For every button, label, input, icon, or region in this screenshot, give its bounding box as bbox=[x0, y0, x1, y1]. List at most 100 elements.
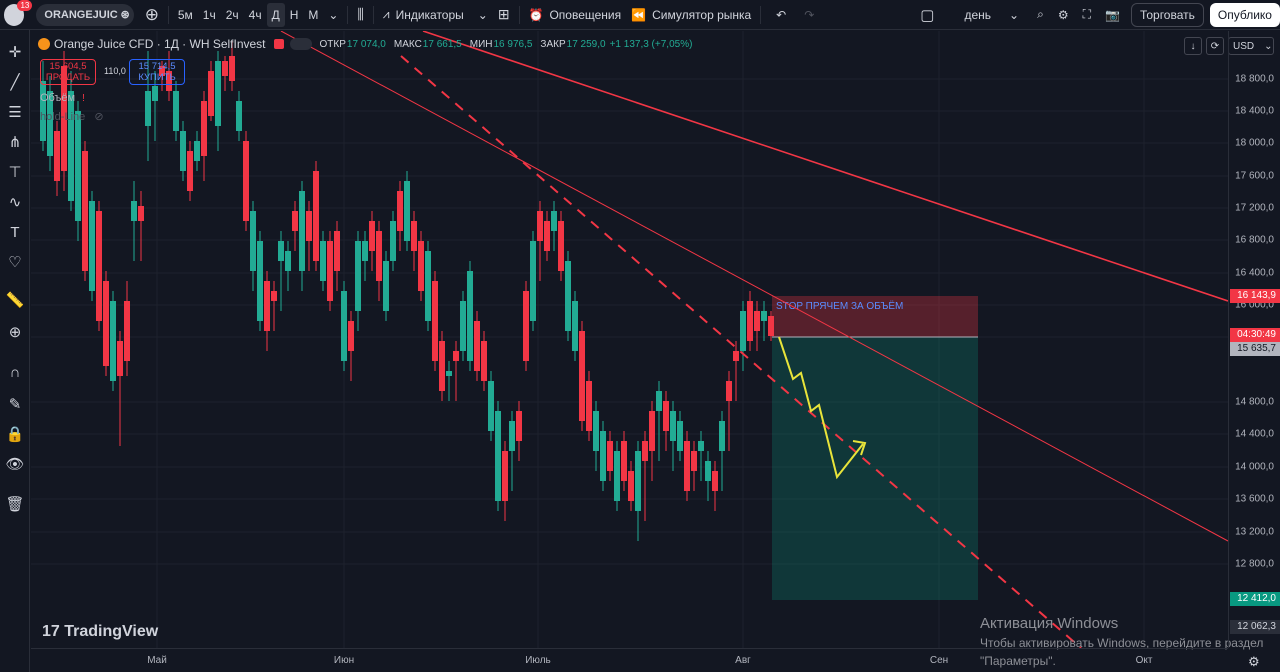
candle-body bbox=[544, 221, 550, 251]
alerts-label: Оповещения bbox=[549, 7, 622, 22]
fullscreen-icon[interactable]: ⛶ bbox=[1082, 7, 1091, 21]
candle-body bbox=[712, 471, 718, 491]
candle-body bbox=[642, 441, 648, 461]
candle-body bbox=[313, 171, 319, 261]
price-axis[interactable]: 18 800,0 18 400,0 18 000,0 17 600,0 17 200,0… bbox=[1228, 31, 1280, 648]
chevron-down-icon: ⌄ bbox=[477, 7, 488, 22]
candle-body bbox=[138, 206, 144, 221]
legend-title[interactable]: Orange Juice CFD · 1Д · WH SelfInvest bbox=[54, 37, 266, 51]
camera-icon[interactable]: 📷 bbox=[1105, 7, 1120, 22]
tf-day[interactable]: Д bbox=[266, 2, 285, 27]
time-tick: Май bbox=[147, 655, 167, 666]
eye-icon[interactable]: 👁 bbox=[5, 456, 25, 473]
price-chart[interactable]: STOP ПРЯЧЕМ ЗА ОБЪЁМ bbox=[31, 31, 1228, 648]
candle-body bbox=[306, 211, 312, 241]
eye-off-icon[interactable]: ⊘ bbox=[94, 111, 104, 123]
stop-zone bbox=[772, 296, 978, 337]
publish-button[interactable]: Опублико bbox=[1209, 2, 1280, 27]
crosshair-price-badge: 12 062,3 bbox=[1230, 620, 1280, 634]
annotation-text[interactable]: STOP ПРЯЧЕМ ЗА ОБЪЁМ bbox=[776, 300, 903, 312]
indicators-button[interactable]: ⩘ Индикаторы ⌄ bbox=[378, 3, 493, 27]
layouts-grid-icon[interactable]: ⊞ bbox=[497, 6, 510, 22]
candle-body bbox=[551, 211, 557, 231]
redo-icon[interactable]: ↷ bbox=[804, 7, 815, 22]
time-tick: Авг bbox=[735, 655, 751, 666]
trash-icon[interactable]: 🗑 bbox=[5, 496, 25, 513]
symbol-options-icon[interactable]: ⊛ bbox=[120, 9, 130, 21]
tf-2h[interactable]: 2ч bbox=[225, 7, 239, 22]
tf-5m[interactable]: 5м bbox=[177, 7, 193, 22]
refresh-icon[interactable]: ⟳ bbox=[1206, 37, 1224, 55]
trade-button[interactable]: Торговать bbox=[1130, 2, 1204, 27]
settings-gear-icon[interactable]: ⚙ bbox=[1248, 654, 1260, 669]
candle-body bbox=[509, 421, 515, 451]
chart-type-icon[interactable]: ⫼ bbox=[357, 6, 364, 22]
candle-body bbox=[628, 471, 634, 501]
pencil-lock-icon[interactable]: ✎ bbox=[8, 396, 22, 413]
time-axis[interactable]: Май Июн Июль Авг Сен Окт bbox=[31, 648, 1228, 672]
short-position-tool: STOP ПРЯЧЕМ ЗА ОБЪЁМ bbox=[772, 296, 978, 600]
tf-week[interactable]: Н bbox=[289, 7, 299, 22]
candle-body bbox=[201, 101, 207, 156]
crosshair-icon[interactable]: ✛ bbox=[8, 44, 22, 61]
target-zone bbox=[772, 337, 978, 600]
layout-square-icon[interactable]: ▢ bbox=[920, 6, 935, 24]
heart-icon[interactable]: ♡ bbox=[8, 254, 22, 271]
volume-indicator-label[interactable]: Объём ! bbox=[40, 92, 85, 104]
candle-body bbox=[705, 461, 711, 481]
watermark-line1: Активация Windows bbox=[980, 615, 1119, 632]
tf-1h[interactable]: 1ч bbox=[202, 7, 216, 22]
candle-body bbox=[334, 231, 340, 271]
timeframe-dropdown-icon[interactable]: ⌄ bbox=[328, 7, 339, 22]
candle-body bbox=[355, 241, 361, 311]
price-tick: 12 800,0 bbox=[1235, 558, 1274, 570]
zoom-in-icon[interactable]: ⊕ bbox=[8, 324, 22, 341]
candle-body bbox=[670, 411, 676, 441]
tf-4h[interactable]: 4ч bbox=[248, 7, 262, 22]
add-symbol-icon[interactable]: ⊕ bbox=[144, 4, 159, 24]
current-price-badge: 15 635,7 bbox=[1230, 342, 1280, 356]
alarm-icon: ⏰ bbox=[528, 7, 544, 22]
time-tick: Окт bbox=[1135, 655, 1153, 666]
layout-name[interactable]: день ⌄ bbox=[959, 3, 1024, 27]
candle-body bbox=[124, 301, 130, 361]
buy-button[interactable]: 15 714,5 КУПИТЬ bbox=[129, 59, 185, 85]
pitchfork-icon[interactable]: ⋔ bbox=[8, 134, 22, 151]
hidden-indicator-name: hold-Line bbox=[40, 111, 86, 123]
alerts-button[interactable]: ⏰ Оповещения bbox=[524, 3, 627, 27]
lock-icon[interactable]: 🔒 bbox=[5, 426, 25, 443]
hidden-indicator-label[interactable]: hold-Line ⊘ bbox=[40, 110, 104, 123]
text-icon[interactable]: T bbox=[10, 223, 20, 241]
fib-icon[interactable]: ⊤ bbox=[8, 164, 22, 181]
candle-body bbox=[348, 321, 354, 351]
replay-label: Симулятор рынка bbox=[652, 7, 752, 22]
candle-body bbox=[537, 211, 543, 241]
undo-icon[interactable]: ↶ bbox=[776, 7, 787, 22]
chart-legend: Orange Juice CFD · 1Д · WH SelfInvest ОТ… bbox=[38, 37, 692, 51]
ruler-icon[interactable]: 📏 bbox=[5, 292, 25, 309]
trend-lines bbox=[280, 31, 1228, 648]
candle-body bbox=[558, 221, 564, 271]
tv-logo-mark-icon: 17 bbox=[42, 623, 60, 640]
price-tick: 13 200,0 bbox=[1235, 526, 1274, 538]
arrow-down-icon[interactable]: ↓ bbox=[1184, 37, 1202, 55]
candle-body bbox=[215, 61, 221, 126]
trendline-icon[interactable]: ╱ bbox=[10, 74, 20, 91]
buy-price: 15 714,5 bbox=[138, 61, 176, 72]
candle-body bbox=[488, 381, 494, 431]
sell-button[interactable]: 15 604,5 ПРОДАТЬ bbox=[40, 59, 96, 85]
tf-month[interactable]: М bbox=[308, 7, 319, 22]
magnet-icon[interactable]: ∩ bbox=[9, 363, 21, 381]
settings-gear-icon[interactable]: ⚙ bbox=[1057, 7, 1069, 22]
candle-body bbox=[453, 351, 459, 361]
candle-body bbox=[68, 91, 74, 201]
open-value: 17 074,0 bbox=[346, 38, 386, 50]
quick-search-icon[interactable]: ⌕ bbox=[1037, 7, 1044, 21]
horizontal-lines-icon[interactable]: ☰ bbox=[8, 104, 22, 121]
replay-button[interactable]: ⏪ Симулятор рынка bbox=[626, 3, 756, 27]
symbol-search[interactable]: ORANGEJUIC ⊛ bbox=[36, 3, 134, 26]
user-avatar[interactable]: 13 bbox=[4, 0, 33, 26]
candle-body bbox=[516, 411, 522, 441]
pattern-icon[interactable]: ∿ bbox=[8, 194, 22, 211]
price-tick: 14 000,0 bbox=[1235, 461, 1274, 473]
